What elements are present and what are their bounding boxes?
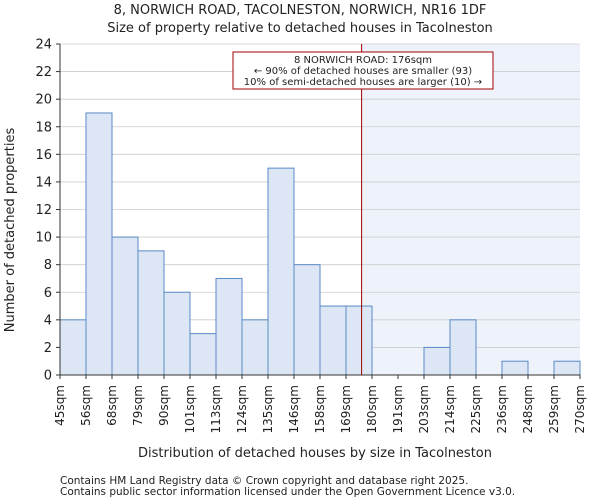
annotation-line: 8 NORWICH ROAD: 176sqm [294, 55, 432, 66]
annotation-line: ← 90% of detached houses are smaller (93… [254, 66, 472, 77]
bar-135sqm[interactable] [267, 167, 295, 376]
bar-68sqm[interactable] [111, 236, 139, 376]
bar-124sqm[interactable] [241, 319, 269, 376]
bar-146sqm[interactable] [293, 264, 321, 376]
x-tick-label: 158sqm [313, 385, 327, 433]
x-tick-label: 124sqm [235, 385, 249, 433]
y-tick-label: 18 [35, 120, 52, 135]
bar-113sqm[interactable] [215, 277, 243, 376]
x-tick-label: 270sqm [573, 385, 587, 433]
x-axis-label: Distribution of detached houses by size … [138, 446, 492, 461]
bar-236sqm[interactable] [501, 360, 529, 376]
y-tick-label: 6 [44, 286, 52, 301]
x-tick-label: 225sqm [469, 385, 483, 433]
x-tick-label: 146sqm [287, 385, 301, 433]
annotation-box [232, 51, 494, 90]
y-tick-label: 2 [44, 341, 52, 356]
bar-90sqm[interactable] [163, 291, 191, 376]
y-tick-label: 20 [35, 93, 52, 108]
x-tick-label: 45sqm [53, 385, 67, 426]
y-tick-label: 22 [35, 65, 52, 80]
y-tick-label: 24 [35, 38, 52, 53]
y-axis-label: Number of detached properties [3, 128, 18, 333]
bar-101sqm[interactable] [189, 333, 217, 376]
x-tick-label: 90sqm [157, 385, 171, 426]
bar-79sqm[interactable] [137, 250, 165, 376]
bar-45sqm[interactable] [59, 319, 87, 376]
x-tick-label: 113sqm [209, 385, 223, 433]
x-tick-label: 180sqm [365, 385, 379, 433]
y-tick-label: 10 [35, 231, 52, 246]
bar-214sqm[interactable] [449, 319, 477, 376]
footer-line-2: Contains public sector information licen… [60, 486, 515, 498]
y-tick-label: 8 [44, 258, 52, 273]
x-tick-label: 191sqm [391, 385, 405, 433]
bar-56sqm[interactable] [85, 112, 113, 376]
y-tick-label: 16 [35, 148, 52, 163]
bar-169sqm[interactable] [345, 305, 373, 376]
y-tick-label: 4 [44, 313, 52, 328]
x-tick-label: 259sqm [547, 385, 561, 433]
bar-203sqm[interactable] [423, 346, 451, 376]
x-tick-label: 214sqm [443, 385, 457, 433]
y-tick-label: 14 [35, 175, 52, 190]
x-tick-label: 68sqm [105, 385, 119, 426]
y-tick-label: 0 [44, 369, 52, 384]
footer-line-1: Contains HM Land Registry data © Crown c… [60, 475, 468, 487]
x-tick-label: 135sqm [261, 385, 275, 433]
x-tick-label: 56sqm [79, 385, 93, 426]
chart-subtitle: Size of property relative to detached ho… [107, 21, 493, 36]
annotation-line: 10% of semi-detached houses are larger (… [244, 77, 482, 88]
chart-title: 8, NORWICH ROAD, TACOLNESTON, NORWICH, N… [114, 3, 487, 18]
x-tick-label: 169sqm [339, 385, 353, 433]
bar-158sqm[interactable] [319, 305, 347, 376]
x-tick-label: 101sqm [183, 385, 197, 433]
x-tick-label: 203sqm [417, 385, 431, 433]
x-tick-label: 236sqm [495, 385, 509, 433]
x-tick-label: 248sqm [521, 385, 535, 433]
bar-259sqm[interactable] [553, 360, 581, 376]
y-tick-label: 12 [35, 203, 52, 218]
x-tick-label: 79sqm [131, 385, 145, 426]
